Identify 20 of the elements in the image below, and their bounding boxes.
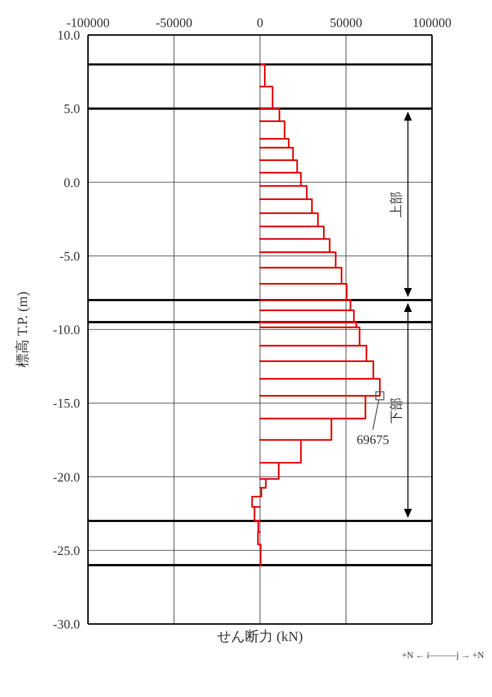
- y-tick-label: -20.0: [52, 469, 80, 484]
- y-tick-label: -5.0: [59, 248, 80, 264]
- y-axis-title: 標高 T.P. (m): [14, 291, 31, 368]
- annotation: 69675: [356, 432, 390, 447]
- x-tick-label: -100000: [66, 15, 110, 30]
- text: +N ← i———j → +N: [402, 650, 484, 660]
- x-tick-label: 50000: [330, 15, 362, 30]
- x-axis-title: せん断力 (kN): [216, 628, 304, 646]
- y-tick-label: 10.0: [57, 28, 80, 43]
- annotation: 下部: [388, 397, 404, 424]
- annotation: 上部: [388, 191, 404, 218]
- x-tick-label: 0: [256, 15, 264, 30]
- x-tick-label: 100000: [412, 15, 452, 30]
- y-tick-label: -10.0: [52, 322, 80, 338]
- y-tick-label: -30.0: [52, 616, 80, 632]
- y-tick-label: -15.0: [52, 396, 80, 411]
- y-tick-label: -25.0: [52, 542, 80, 558]
- y-tick-label: 0.0: [64, 174, 80, 190]
- x-tick-label: -50000: [156, 15, 192, 30]
- y-tick-label: 5.0: [64, 101, 80, 116]
